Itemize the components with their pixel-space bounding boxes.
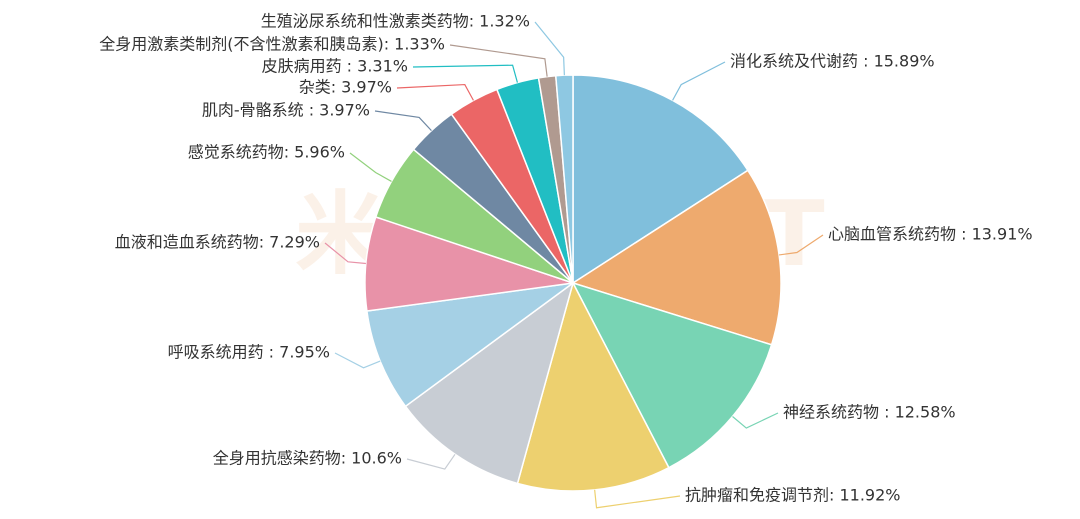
slice-label: 呼吸系统用药 : 7.95% <box>168 343 330 362</box>
slice-label: 皮肤病用药 : 3.31% <box>262 57 408 76</box>
leader-line <box>334 352 381 369</box>
leader-line <box>349 152 392 182</box>
slice-label: 肌肉-骨骼系统 : 3.97% <box>202 101 370 120</box>
slice-label: 神经系统药物 : 12.58% <box>783 403 956 422</box>
slice-label: 全身用抗感染药物: 10.6% <box>213 449 402 468</box>
slice-label: 全身用激素类制剂(不含性激素和胰岛素): 1.33% <box>99 35 445 54</box>
slice-label: 生殖泌尿系统和性激素类药物: 1.32% <box>261 12 530 31</box>
leader-line <box>672 61 726 101</box>
slice-label: 杂类: 3.97% <box>299 78 392 97</box>
slice-label: 血液和造血系统药物: 7.29% <box>115 233 320 252</box>
pie-slice <box>366 282 574 408</box>
slice-label: 感觉系统药物: 5.96% <box>188 143 345 162</box>
leader-line <box>406 453 456 470</box>
leader-line <box>732 412 779 429</box>
pie-slice <box>554 74 574 284</box>
slice-label: 抗肿瘤和免疫调节剂: 11.92% <box>685 486 901 505</box>
slice-label: 心脑血管系统药物 : 13.91% <box>828 225 1033 244</box>
leader-line <box>374 110 432 132</box>
leader-line <box>594 489 681 509</box>
leader-line <box>449 44 548 77</box>
leader-line <box>534 21 565 76</box>
pie-slice <box>516 280 670 492</box>
leader-line <box>779 234 824 256</box>
leader-line <box>396 83 474 101</box>
leader-line <box>412 64 518 83</box>
leader-line <box>324 242 366 265</box>
slice-label: 消化系统及代谢药 : 15.89% <box>730 52 935 71</box>
